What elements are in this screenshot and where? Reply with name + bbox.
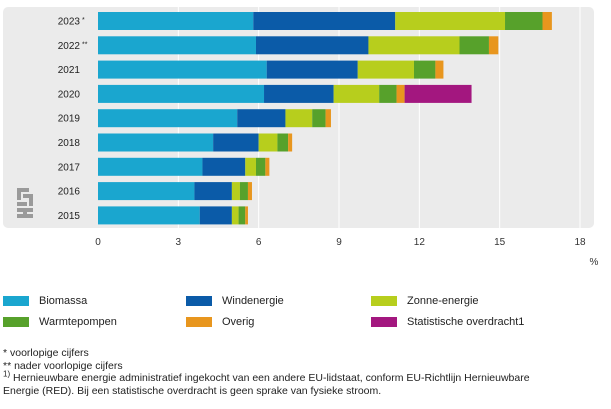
- bar-2015-overig: [245, 206, 248, 225]
- x-tick-label-3: 3: [176, 237, 182, 248]
- legend-item-statistische-overdracht1: Statistische overdracht1: [371, 315, 524, 329]
- bar-2023-windenergie: [253, 12, 396, 30]
- bar-2019-warmtepompen: [312, 109, 326, 128]
- legend-item-overig: Overig: [186, 315, 254, 329]
- bar-2017-biomassa: [98, 157, 203, 176]
- bar-2021-windenergie: [266, 60, 358, 79]
- bar-2020-biomassa: [98, 84, 265, 103]
- category-label-2023: 2023: [58, 17, 81, 28]
- footnote-statistical-transfer-text: Hernieuwbare energie administratief inge…: [10, 372, 530, 384]
- x-tick-label-15: 15: [494, 237, 506, 248]
- bar-2020-overig: [396, 84, 405, 103]
- x-tick-label-12: 12: [414, 237, 426, 248]
- bar-2021-overig: [435, 60, 444, 79]
- bar-2020-windenergie: [264, 84, 334, 103]
- bar-2020-zonne-energie: [333, 84, 380, 103]
- legend: Biomassa Windenergie Zonne-energie Warmtepo…: [3, 294, 603, 334]
- bar-2022-overig: [488, 36, 499, 55]
- footnote-mark: 1): [3, 369, 11, 379]
- bar-2022-zonne-energie: [368, 36, 460, 55]
- bar-2023-warmtepompen: [505, 12, 543, 30]
- legend-swatch: [3, 317, 29, 327]
- bar-2015-zonne-energie: [231, 206, 239, 225]
- x-axis-unit-label: %: [590, 257, 599, 268]
- bar-2016-biomassa: [98, 182, 195, 201]
- bar-2015-biomassa: [98, 206, 200, 225]
- bar-2016-overig: [247, 182, 252, 201]
- x-tick-label-6: 6: [256, 237, 262, 248]
- category-label-2016: 2016: [58, 187, 81, 198]
- legend-label: Warmtepompen: [39, 316, 117, 328]
- bar-2017-windenergie: [202, 157, 246, 176]
- bar-2018-biomassa: [98, 133, 214, 152]
- category-label-2020: 2020: [58, 89, 81, 100]
- bar-2018-zonne-energie: [258, 133, 278, 152]
- bar-2018-windenergie: [213, 133, 259, 152]
- legend-swatch: [3, 296, 29, 306]
- x-tick-label-0: 0: [95, 237, 101, 248]
- bar-2020-warmtepompen: [379, 84, 397, 103]
- legend-label: Biomassa: [39, 295, 88, 307]
- bar-2016-warmtepompen: [239, 182, 248, 201]
- bar-2023-zonne-energie: [395, 12, 506, 30]
- legend-item-biomassa: Biomassa: [3, 294, 87, 308]
- bar-2019-windenergie: [237, 109, 286, 128]
- legend-label: Zonne-energie: [407, 295, 479, 307]
- chart: 2023 *2022 **2021202020192018201720162015 …: [3, 7, 599, 268]
- legend-swatch: [186, 296, 212, 306]
- bar-2021-biomassa: [98, 60, 267, 79]
- bar-2017-zonne-energie: [245, 157, 256, 176]
- footnotes: * voorlopige cijfers ** nader voorlopige…: [3, 347, 607, 397]
- category-mark-2022: **: [82, 41, 88, 48]
- bar-2023-biomassa: [98, 12, 254, 30]
- category-label-2017: 2017: [58, 162, 81, 173]
- category-label-2019: 2019: [58, 114, 81, 125]
- legend-item-warmtepompen: Warmtepompen: [3, 315, 117, 329]
- footnote-statistical-transfer-cont: Energie (RED). Bij een statistische over…: [3, 384, 382, 397]
- category-label-2022: 2022: [58, 41, 81, 52]
- bar-2022-biomassa: [98, 36, 256, 55]
- bar-2021-zonne-energie: [357, 60, 414, 79]
- footnote-preliminary: * voorlopige cijfers: [3, 347, 89, 359]
- legend-item-windenergie: Windenergie: [186, 294, 284, 308]
- legend-swatch: [371, 296, 397, 306]
- category-mark-2023: *: [82, 17, 85, 24]
- x-tick-label-18: 18: [574, 237, 586, 248]
- legend-item-zonne-energie: Zonne-energie: [371, 294, 479, 308]
- footnote-statistical-transfer: 1) Hernieuwbare energie administratief i…: [3, 369, 607, 385]
- cbs-logo-icon: [17, 188, 33, 218]
- category-label-2021: 2021: [58, 65, 81, 76]
- bar-2022-warmtepompen: [459, 36, 489, 55]
- bar-2021-warmtepompen: [413, 60, 436, 79]
- bar-2018-overig: [288, 133, 293, 152]
- bar-2022-windenergie: [255, 36, 369, 55]
- bar-2015-windenergie: [199, 206, 232, 225]
- bar-2023-overig: [542, 12, 552, 30]
- legend-label: Overig: [222, 316, 255, 328]
- x-tick-label-9: 9: [336, 237, 342, 248]
- bar-2019-overig: [325, 109, 331, 128]
- bar-2017-warmtepompen: [255, 157, 266, 176]
- footnote-revised-preliminary: ** nader voorlopige cijfers: [3, 359, 123, 372]
- category-label-2015: 2015: [58, 211, 81, 222]
- legend-label: Statistische overdracht1: [407, 316, 525, 328]
- bar-2020-statistische-overdracht1: [404, 84, 472, 103]
- legend-swatch: [371, 317, 397, 327]
- bar-2016-zonne-energie: [231, 182, 240, 201]
- bar-2019-zonne-energie: [285, 109, 313, 128]
- category-label-2018: 2018: [58, 138, 81, 149]
- legend-swatch: [186, 317, 212, 327]
- bar-2017-overig: [265, 157, 270, 176]
- bar-2019-biomassa: [98, 109, 238, 128]
- legend-label: Windenergie: [222, 295, 284, 307]
- bar-2016-windenergie: [194, 182, 232, 201]
- bar-2015-warmtepompen: [238, 206, 246, 225]
- bar-2018-warmtepompen: [277, 133, 289, 152]
